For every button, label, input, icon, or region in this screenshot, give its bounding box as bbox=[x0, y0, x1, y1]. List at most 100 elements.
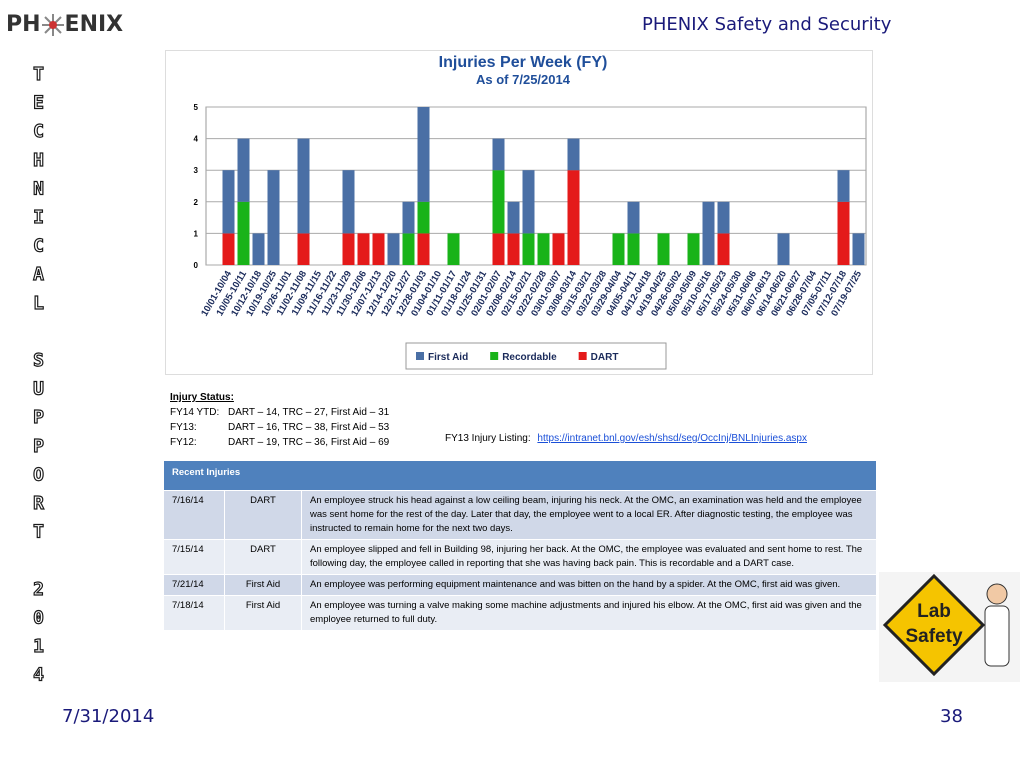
bar bbox=[237, 201, 250, 265]
status-line: FY12: DART – 19, TRC – 36, First Aid – 69 bbox=[170, 435, 389, 450]
table-wrap: Recent Injuries 7/16/14 DART An employee s… bbox=[163, 460, 877, 631]
y-tick-label: 0 bbox=[194, 261, 199, 270]
bar bbox=[417, 233, 430, 265]
listing: FY13 Injury Listing: https://intranet.bn… bbox=[445, 433, 807, 444]
bar bbox=[687, 233, 700, 265]
bar bbox=[612, 233, 625, 265]
status-text: DART – 16, TRC – 38, First Aid – 53 bbox=[228, 422, 390, 433]
bar bbox=[507, 201, 520, 234]
bar bbox=[417, 201, 430, 234]
y-tick-label: 3 bbox=[194, 166, 199, 175]
bar bbox=[492, 138, 505, 171]
bar bbox=[537, 233, 550, 265]
y-tick-label: 1 bbox=[194, 229, 199, 238]
injury-table: Recent Injuries 7/16/14 DART An employee s… bbox=[163, 460, 877, 631]
legend-box bbox=[405, 342, 667, 370]
bar bbox=[567, 138, 580, 171]
table-row: 7/15/14 DART An employee slipped and fell … bbox=[163, 539, 877, 575]
legend-label: First Aid bbox=[428, 352, 468, 363]
bar bbox=[222, 170, 235, 234]
status-line: FY13: DART – 16, TRC – 38, First Aid – 53 bbox=[170, 420, 389, 435]
listing-link[interactable]: https://intranet.bnl.gov/esh/shsd/seg/Oc… bbox=[537, 433, 807, 444]
legend-swatch bbox=[578, 352, 587, 360]
legend-swatch bbox=[416, 352, 424, 360]
logo-burst bbox=[41, 13, 64, 36]
type-cell: DART bbox=[224, 490, 302, 540]
bar bbox=[387, 233, 400, 265]
status-year: FY14 YTD: bbox=[170, 407, 220, 418]
header: PHENIX Safety and Security bbox=[642, 14, 892, 35]
table-row: 7/16/14 DART An employee struck his head a… bbox=[163, 490, 877, 540]
bar bbox=[627, 233, 640, 265]
date-cell: 7/16/14 bbox=[163, 490, 225, 540]
status: Injury Status: FY14 YTD: DART – 14, TRC –… bbox=[170, 390, 389, 450]
bar bbox=[297, 233, 310, 265]
bar bbox=[402, 233, 415, 265]
type-cell: DART bbox=[224, 539, 302, 575]
status-line: FY14 YTD: DART – 14, TRC – 27, First Aid … bbox=[170, 405, 389, 420]
bar bbox=[567, 170, 580, 265]
bar bbox=[507, 233, 520, 265]
chart-subtitle: As of 7/25/2014 bbox=[476, 72, 571, 87]
footer-date: 7/31/2014 bbox=[62, 706, 155, 727]
bar bbox=[717, 201, 730, 234]
status-year: FY13: bbox=[170, 422, 197, 433]
status-heading: Injury Status: bbox=[170, 392, 234, 403]
sidebar: TECHNICAL SUPPORT 2014 bbox=[27, 63, 49, 694]
description-cell: An employee slipped and fell in Building… bbox=[301, 539, 877, 575]
type-cell: First Aid bbox=[224, 595, 302, 631]
date-cell: 7/15/14 bbox=[163, 539, 225, 575]
sign-line: Lab bbox=[917, 601, 951, 622]
bar bbox=[522, 170, 535, 234]
bar bbox=[777, 233, 790, 265]
chart-title: Injuries Per Week (FY) bbox=[439, 54, 608, 71]
bar bbox=[657, 233, 670, 265]
bar bbox=[852, 233, 865, 265]
y-tick-label: 4 bbox=[194, 135, 199, 144]
lab-safety-sign: Lab Safety bbox=[882, 573, 1010, 677]
bar bbox=[702, 201, 715, 265]
bar bbox=[402, 201, 415, 234]
bar bbox=[222, 233, 235, 265]
table-row: 7/21/14 First Aid An employee was performi… bbox=[163, 574, 877, 596]
bar bbox=[522, 233, 535, 265]
legend-swatch bbox=[490, 352, 499, 360]
bar bbox=[627, 201, 640, 234]
chart: Injuries Per Week (FY) As of 7/25/2014 0… bbox=[194, 54, 867, 370]
bar bbox=[717, 233, 730, 265]
bar bbox=[837, 170, 850, 202]
bar bbox=[342, 233, 355, 265]
date-cell: 7/18/14 bbox=[163, 595, 225, 631]
table-row: 7/18/14 First Aid An employee was turning … bbox=[163, 595, 877, 631]
bar bbox=[492, 233, 505, 265]
bar bbox=[357, 233, 370, 265]
logo-right: ENIX bbox=[64, 12, 124, 37]
y-tick-label: 2 bbox=[194, 198, 199, 207]
status-text: DART – 19, TRC – 36, First Aid – 69 bbox=[228, 437, 390, 448]
footer-page: 38 bbox=[940, 706, 963, 727]
table-title: Recent Injuries bbox=[163, 460, 877, 491]
bar bbox=[267, 170, 280, 265]
date-cell: 7/21/14 bbox=[163, 574, 225, 596]
bar bbox=[837, 201, 850, 265]
bar bbox=[237, 138, 250, 202]
description-cell: An employee was performing equipment mai… bbox=[301, 574, 877, 596]
status-text: DART – 14, TRC – 27, First Aid – 31 bbox=[228, 407, 390, 418]
legend-label: Recordable bbox=[502, 352, 557, 363]
lab-safety-image: Lab Safety bbox=[879, 572, 1020, 682]
bar bbox=[417, 107, 430, 202]
logo: PH ENIX bbox=[6, 12, 123, 37]
chart-frame: Injuries Per Week (FY) As of 7/25/2014 0… bbox=[165, 50, 873, 375]
legend-label: DART bbox=[591, 352, 619, 363]
sign-line: Safety bbox=[905, 626, 962, 647]
status-year: FY12: bbox=[170, 437, 197, 448]
bar bbox=[492, 170, 505, 234]
logo-left: PH bbox=[6, 12, 41, 37]
listing-label: FY13 Injury Listing: bbox=[445, 433, 531, 444]
bar bbox=[342, 170, 355, 234]
bar bbox=[297, 138, 310, 234]
bar bbox=[552, 233, 565, 265]
y-tick-label: 5 bbox=[194, 103, 199, 112]
description-cell: An employee struck his head against a lo… bbox=[301, 490, 877, 540]
